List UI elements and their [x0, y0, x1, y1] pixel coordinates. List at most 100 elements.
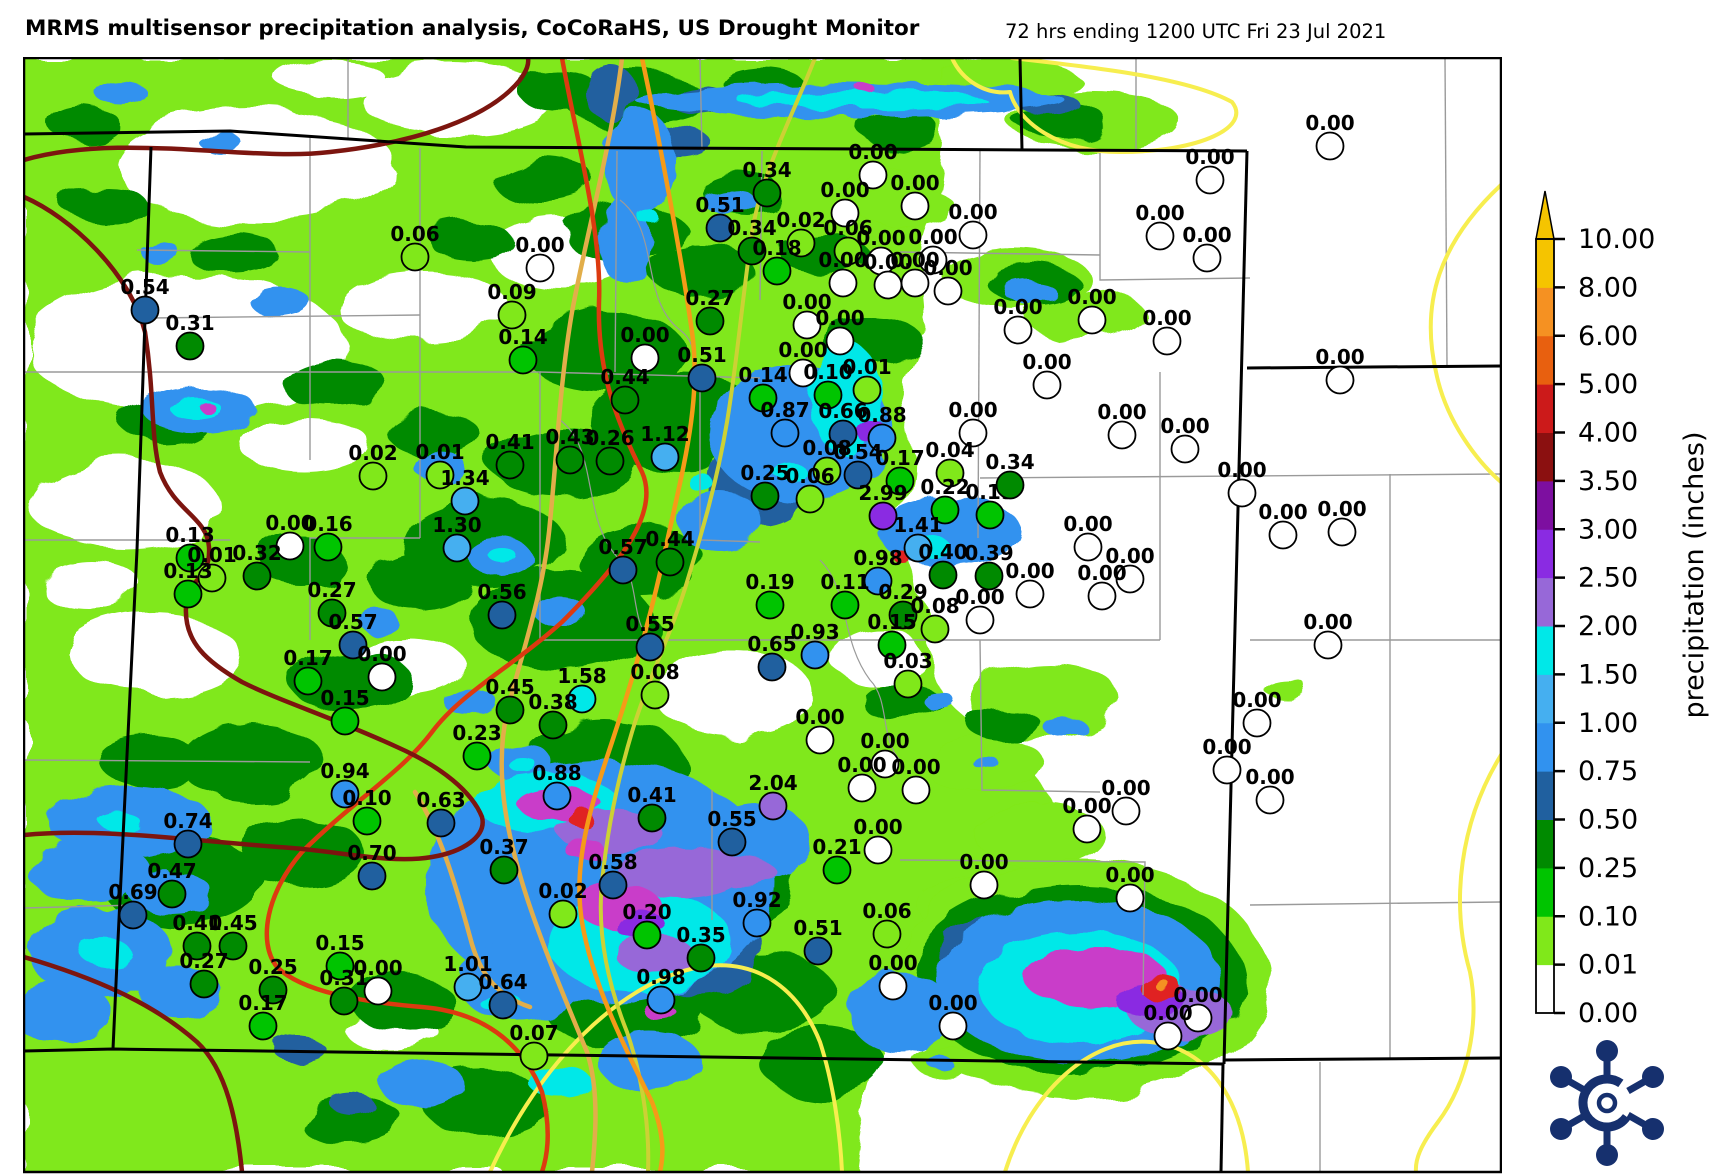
station-value-label: 0.00 — [868, 951, 917, 975]
station-circle — [508, 345, 538, 375]
station-circle — [813, 380, 843, 410]
station-circle — [313, 532, 343, 562]
station-circle — [293, 666, 323, 696]
station-value-label: 0.45 — [485, 675, 534, 699]
station-value-label: 0.51 — [793, 916, 842, 940]
colorbar-segment — [1536, 771, 1554, 820]
station-circle — [630, 343, 660, 373]
station-circle — [248, 1011, 278, 1041]
station-value-label: 0.00 — [818, 248, 867, 272]
station-circle — [487, 600, 517, 630]
station-circle — [338, 630, 368, 660]
station-value-label: 0.41 — [627, 783, 676, 807]
station-circle — [1268, 520, 1298, 550]
station-value-label: 0.31 — [319, 966, 368, 990]
colorbar-panel: 10.00 8.00 6.00 5.00 4.00 3.50 3.00 2.50 2.00 1.5… — [1535, 190, 1710, 1166]
colorbar: 10.00 8.00 6.00 5.00 4.00 3.50 3.00 2.50 2.00 1.5… — [1535, 190, 1655, 1029]
timestamp: 72 hrs ending 1200 UTC Fri 23 Jul 2021 — [1005, 20, 1387, 43]
station-circle — [900, 191, 930, 221]
station-value-label: 0.00 — [778, 338, 827, 362]
station-value-label: 0.13 — [163, 559, 212, 583]
station-circle — [748, 383, 778, 413]
station-value-label: 0.54 — [833, 440, 882, 464]
station-circle — [495, 450, 525, 480]
station-circle — [830, 198, 860, 228]
station-circle — [873, 270, 903, 300]
station-circle — [637, 803, 667, 833]
colorbar-tick-label: 4.00 — [1578, 418, 1638, 449]
station-value-label: 0.27 — [307, 578, 356, 602]
colorbar-tick-label: 3.50 — [1578, 466, 1638, 497]
station-circle — [1073, 532, 1103, 562]
station-circle — [425, 460, 455, 490]
station-circle — [788, 358, 818, 388]
station-circle — [863, 835, 893, 865]
station-value-label: 0.00 — [1258, 500, 1307, 524]
station-circle — [317, 598, 347, 628]
station-circle — [650, 442, 680, 472]
station-circle — [519, 1041, 549, 1071]
station-value-label: 0.32 — [232, 541, 281, 565]
station-value-label: 0.94 — [320, 759, 369, 783]
station-value-label: 0.00 — [848, 140, 897, 164]
station-value-label: 0.66 — [818, 399, 867, 423]
station-circle — [450, 486, 480, 516]
station-value-label: 0.01 — [415, 440, 464, 464]
station-value-label: 0.31 — [165, 311, 214, 335]
station-value-label: 0.37 — [479, 835, 528, 859]
station-circle — [567, 684, 597, 714]
station-circle — [608, 555, 638, 585]
station-circle — [830, 590, 860, 620]
station-value-label: 0.00 — [863, 250, 912, 274]
station-value-label: 0.00 — [923, 256, 972, 280]
station-circle — [538, 710, 568, 740]
station-circle — [872, 919, 902, 949]
colorbar-tick-label: 1.00 — [1578, 708, 1638, 739]
station-circle — [330, 706, 360, 736]
station-value-label: 0.88 — [857, 403, 906, 427]
station-circle — [1170, 434, 1200, 464]
station-value-label: 1.12 — [640, 422, 689, 446]
station-value-label: 1.34 — [440, 466, 489, 490]
station-circle — [173, 579, 203, 609]
station-value-label: 0.93 — [790, 620, 839, 644]
station-circle — [598, 870, 628, 900]
station-circle — [197, 563, 227, 593]
station-value-label: 0.00 — [1315, 345, 1364, 369]
station-value-label: 0.00 — [959, 850, 1008, 874]
colorbar-segment — [1536, 287, 1554, 337]
colorbar-segment — [1536, 722, 1554, 772]
station-circle — [833, 236, 863, 266]
station-value-label: 0.15 — [867, 610, 916, 634]
station-circle — [1077, 305, 1107, 335]
station-value-label: 0.18 — [752, 236, 801, 260]
station-circle — [1153, 1021, 1183, 1051]
station-value-label: 0.03 — [883, 649, 932, 673]
station-circle — [462, 741, 492, 771]
station-circle — [1183, 1003, 1213, 1033]
station-value-label: 0.00 — [357, 642, 406, 666]
station-circle — [1015, 579, 1045, 609]
colorbar-tick-label: 8.00 — [1578, 272, 1638, 303]
station-value-label: 1.01 — [443, 952, 492, 976]
station-circle — [1111, 796, 1141, 826]
station-circle — [497, 300, 527, 330]
station-value-label: 0.01 — [842, 355, 891, 379]
station-value-label: 0.55 — [707, 807, 756, 831]
station-circle — [275, 531, 305, 561]
station-value-label: 0.08 — [910, 594, 959, 618]
station-value-label: 0.57 — [328, 610, 377, 634]
station-value-label: 0.00 — [1063, 512, 1112, 536]
station-value-label: 0.00 — [908, 225, 957, 249]
station-circle — [426, 808, 456, 838]
station-circle — [548, 899, 578, 929]
station-value-label: 0.15 — [320, 686, 369, 710]
colorbar-segment — [1536, 432, 1554, 482]
station-value-label: 0.23 — [452, 721, 501, 745]
station-observations: 0.000.000.340.000.000.510.000.34 0.020.06… — [108, 111, 1367, 1071]
colorbar-axis-label: precipitation (inches) — [1679, 432, 1710, 719]
station-value-label: 2.99 — [858, 481, 907, 505]
colorbar-tick-label: 10.00 — [1578, 224, 1655, 255]
station-circle — [1212, 755, 1242, 785]
